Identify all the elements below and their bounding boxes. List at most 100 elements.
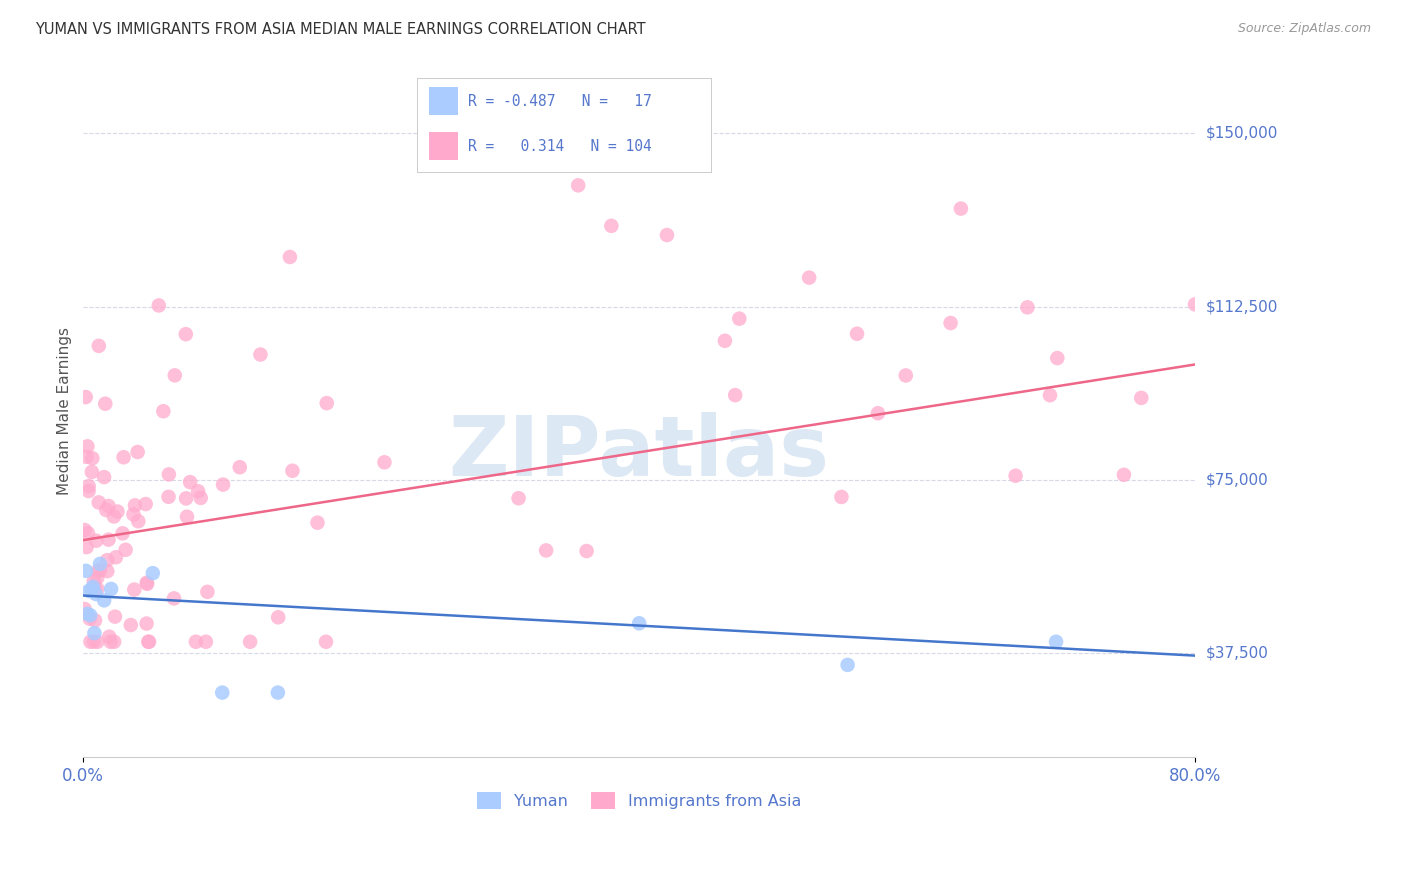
Point <box>575 544 598 558</box>
Point <box>82 580 104 594</box>
Point <box>77 583 100 598</box>
Point <box>77 479 100 493</box>
Point <box>724 388 747 402</box>
Point <box>184 634 207 648</box>
Point <box>1184 297 1206 311</box>
Point <box>86 571 108 585</box>
Point <box>728 311 751 326</box>
Text: $150,000: $150,000 <box>1206 126 1278 141</box>
Text: $37,500: $37,500 <box>1206 646 1270 661</box>
Point <box>93 470 115 484</box>
Point <box>136 577 159 591</box>
Point <box>1112 467 1135 482</box>
Point <box>83 634 105 648</box>
Point <box>100 634 122 648</box>
Point <box>837 657 859 672</box>
Point <box>86 634 108 648</box>
Point <box>1130 391 1153 405</box>
Point <box>508 491 530 506</box>
Text: YUMAN VS IMMIGRANTS FROM ASIA MEDIAN MALE EARNINGS CORRELATION CHART: YUMAN VS IMMIGRANTS FROM ASIA MEDIAN MAL… <box>35 22 645 37</box>
Point <box>75 564 97 578</box>
Point <box>179 475 201 489</box>
Point <box>76 540 98 554</box>
Point <box>211 685 233 699</box>
Point <box>83 626 105 640</box>
Point <box>127 514 149 528</box>
Point <box>83 574 105 589</box>
Text: Source: ZipAtlas.com: Source: ZipAtlas.com <box>1237 22 1371 36</box>
Point <box>84 614 107 628</box>
Point <box>98 630 121 644</box>
Point <box>949 202 972 216</box>
Point <box>1046 351 1069 365</box>
Point <box>96 553 118 567</box>
Point <box>79 634 101 648</box>
Point <box>135 575 157 590</box>
Point <box>157 490 180 504</box>
Point <box>73 602 96 616</box>
Point <box>534 543 557 558</box>
Point <box>267 610 290 624</box>
Point <box>87 339 110 353</box>
Point <box>79 612 101 626</box>
Point <box>87 563 110 577</box>
Point <box>894 368 917 383</box>
Point <box>93 593 115 607</box>
Point <box>281 464 304 478</box>
Point <box>84 582 107 597</box>
Point <box>830 490 852 504</box>
Point <box>96 503 118 517</box>
Point <box>1039 388 1062 402</box>
Point <box>77 526 100 541</box>
Point <box>89 564 111 578</box>
Point <box>157 467 180 482</box>
Point <box>1045 634 1067 648</box>
Point <box>97 533 120 547</box>
Point <box>714 334 737 348</box>
Point <box>103 509 125 524</box>
Point <box>190 491 212 505</box>
Legend: Yuman, Immigrants from Asia: Yuman, Immigrants from Asia <box>471 786 808 815</box>
Point <box>212 477 235 491</box>
Point <box>76 439 98 453</box>
Text: ZIPatlas: ZIPatlas <box>449 412 830 492</box>
Point <box>1004 468 1026 483</box>
Point <box>315 396 337 410</box>
Point <box>122 508 145 522</box>
Point <box>174 491 197 506</box>
Point <box>373 455 395 469</box>
Point <box>1017 301 1039 315</box>
Point <box>148 298 170 312</box>
Point <box>86 582 108 596</box>
Point <box>77 484 100 499</box>
Point <box>267 685 290 699</box>
Point <box>846 326 869 341</box>
Point <box>73 523 96 537</box>
Point <box>75 390 97 404</box>
Point <box>111 526 134 541</box>
Point <box>567 178 589 193</box>
Point <box>127 445 149 459</box>
Point <box>80 465 103 479</box>
Point <box>104 609 127 624</box>
Point <box>163 591 186 606</box>
Point <box>120 618 142 632</box>
Point <box>107 504 129 518</box>
Point <box>315 634 337 648</box>
Point <box>163 368 186 383</box>
Point <box>939 316 962 330</box>
Text: $112,500: $112,500 <box>1206 299 1278 314</box>
Point <box>197 585 219 599</box>
Point <box>80 582 103 597</box>
Point <box>114 542 136 557</box>
Point <box>135 497 157 511</box>
Point <box>655 228 678 243</box>
Point <box>94 397 117 411</box>
Point <box>96 564 118 578</box>
Point <box>307 516 329 530</box>
Point <box>89 557 111 571</box>
Point <box>84 587 107 601</box>
Point <box>797 270 820 285</box>
Point <box>79 608 101 623</box>
Point <box>84 533 107 548</box>
